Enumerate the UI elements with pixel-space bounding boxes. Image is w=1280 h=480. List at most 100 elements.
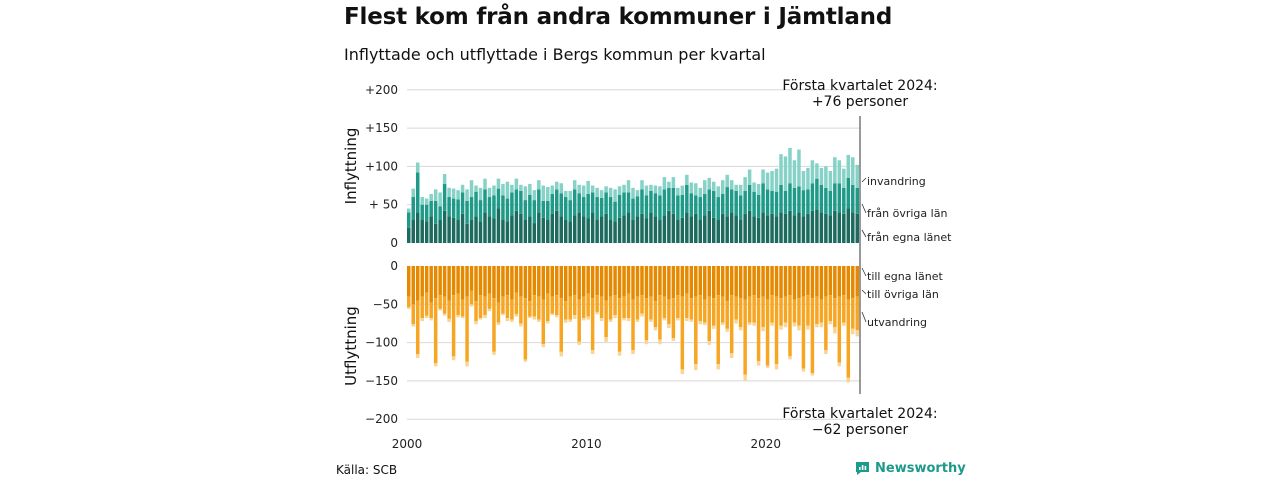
bar-till-egna-lanet	[698, 266, 703, 296]
bar-utvandring	[447, 318, 451, 322]
bar-invandring	[599, 190, 604, 198]
bar-till-ovriga-lan	[447, 300, 451, 319]
bar-utvandring	[658, 339, 662, 345]
bar-fran-egna-lanet	[694, 213, 698, 243]
bar-utvandring	[586, 316, 590, 320]
bar-utvandring	[806, 325, 810, 330]
chart-title: Flest kom från andra kommuner i Jämtland	[344, 4, 893, 30]
bar-till-ovriga-lan	[483, 296, 487, 316]
bar-fran-egna-lanet	[855, 213, 860, 243]
bar-till-ovriga-lan	[608, 296, 613, 320]
bar-till-egna-lanet	[424, 266, 429, 293]
bar-fran-egna-lanet	[586, 218, 590, 243]
bar-till-ovriga-lan	[810, 298, 815, 374]
bar-till-egna-lanet	[747, 266, 752, 297]
bar-fran-egna-lanet	[676, 220, 680, 243]
y-ticks-utflyttning: 0 −50 −100 −150 −200	[365, 259, 398, 426]
bar-fran-egna-lanet	[442, 210, 447, 243]
y-tick-label: +100	[365, 159, 398, 173]
bar-fran-ovriga-lan	[528, 194, 532, 217]
bar-invandring	[411, 188, 415, 198]
bar-fran-ovriga-lan	[738, 195, 743, 221]
bar-till-ovriga-lan	[824, 296, 828, 351]
bar-utvandring	[644, 340, 649, 345]
bar-invandring	[837, 160, 842, 184]
bar-till-egna-lanet	[689, 266, 694, 299]
bar-fran-ovriga-lan	[833, 183, 837, 211]
bar-utvandring	[581, 318, 586, 321]
end-label-utvandring: utvandring	[867, 316, 927, 329]
bar-invandring	[460, 184, 465, 193]
bar-invandring	[711, 181, 716, 191]
bar-invandring	[662, 177, 667, 190]
bar-till-egna-lanet	[824, 266, 828, 297]
bar-utvandring	[756, 360, 761, 366]
bar-till-ovriga-lan	[626, 293, 631, 319]
bar-utvandring	[779, 325, 783, 330]
bar-till-egna-lanet	[729, 266, 734, 296]
bar-utvandring	[676, 318, 680, 321]
bar-fran-ovriga-lan	[828, 190, 833, 216]
bar-till-ovriga-lan	[842, 295, 846, 323]
bar-till-ovriga-lan	[801, 296, 806, 369]
bar-fran-ovriga-lan	[711, 190, 716, 218]
bar-invandring	[626, 180, 631, 193]
bar-till-egna-lanet	[640, 266, 644, 296]
x-ticks: 2000 2010 2020	[392, 437, 781, 451]
bar-fran-egna-lanet	[788, 210, 792, 243]
bar-invandring	[788, 148, 792, 184]
bar-invandring	[415, 162, 420, 173]
bar-till-ovriga-lan	[438, 295, 442, 309]
bar-till-ovriga-lan	[415, 300, 420, 355]
newsworthy-logo-icon	[856, 462, 869, 475]
bar-fran-ovriga-lan	[505, 198, 510, 222]
bar-fran-egna-lanet	[420, 220, 424, 243]
bar-fran-egna-lanet	[617, 217, 622, 243]
bar-invandring	[815, 163, 819, 179]
bar-utvandring	[433, 363, 438, 367]
bar-fran-ovriga-lan	[590, 192, 595, 213]
bar-till-egna-lanet	[837, 266, 842, 297]
bar-invandring	[438, 192, 442, 207]
bar-fran-egna-lanet	[801, 216, 806, 243]
bar-utvandring	[833, 327, 837, 334]
bar-fran-ovriga-lan	[546, 200, 550, 221]
bar-fran-ovriga-lan	[510, 192, 514, 216]
bar-invandring	[501, 184, 505, 196]
bar-fran-ovriga-lan	[451, 198, 456, 218]
bar-fran-ovriga-lan	[703, 193, 707, 216]
bar-fran-egna-lanet	[774, 216, 779, 243]
bar-utvandring	[420, 318, 424, 322]
bar-invandring	[528, 184, 532, 195]
bar-utvandring	[613, 315, 617, 319]
bar-fran-egna-lanet	[711, 217, 716, 243]
bar-fran-egna-lanet	[779, 212, 783, 243]
bar-till-egna-lanet	[707, 266, 711, 297]
bar-utvandring	[810, 373, 815, 376]
bar-utvandring	[568, 319, 572, 322]
bar-till-ovriga-lan	[756, 298, 761, 361]
bar-invandring	[483, 178, 487, 190]
bar-fran-ovriga-lan	[680, 194, 685, 218]
bar-utvandring	[555, 315, 559, 318]
bar-fran-ovriga-lan	[774, 191, 779, 217]
bar-utvandring	[469, 304, 474, 307]
bar-invandring	[743, 177, 747, 191]
y-tick-label: −100	[365, 336, 398, 350]
bar-fran-egna-lanet	[770, 213, 774, 243]
bar-utvandring	[662, 318, 667, 321]
bar-fran-ovriga-lan	[689, 193, 694, 217]
bar-fran-ovriga-lan	[465, 200, 469, 224]
bar-utvandring	[788, 356, 792, 360]
bar-fran-egna-lanet	[797, 212, 801, 243]
bar-till-ovriga-lan	[487, 293, 492, 309]
bar-fran-ovriga-lan	[532, 200, 537, 224]
bar-invandring	[550, 185, 555, 194]
bar-till-ovriga-lan	[788, 295, 792, 357]
bar-till-ovriga-lan	[707, 296, 711, 342]
bar-till-ovriga-lan	[586, 293, 590, 317]
bar-fran-ovriga-lan	[716, 197, 720, 221]
bar-till-egna-lanet	[671, 266, 676, 299]
bar-invandring	[563, 190, 568, 198]
bar-fran-ovriga-lan	[604, 192, 608, 214]
